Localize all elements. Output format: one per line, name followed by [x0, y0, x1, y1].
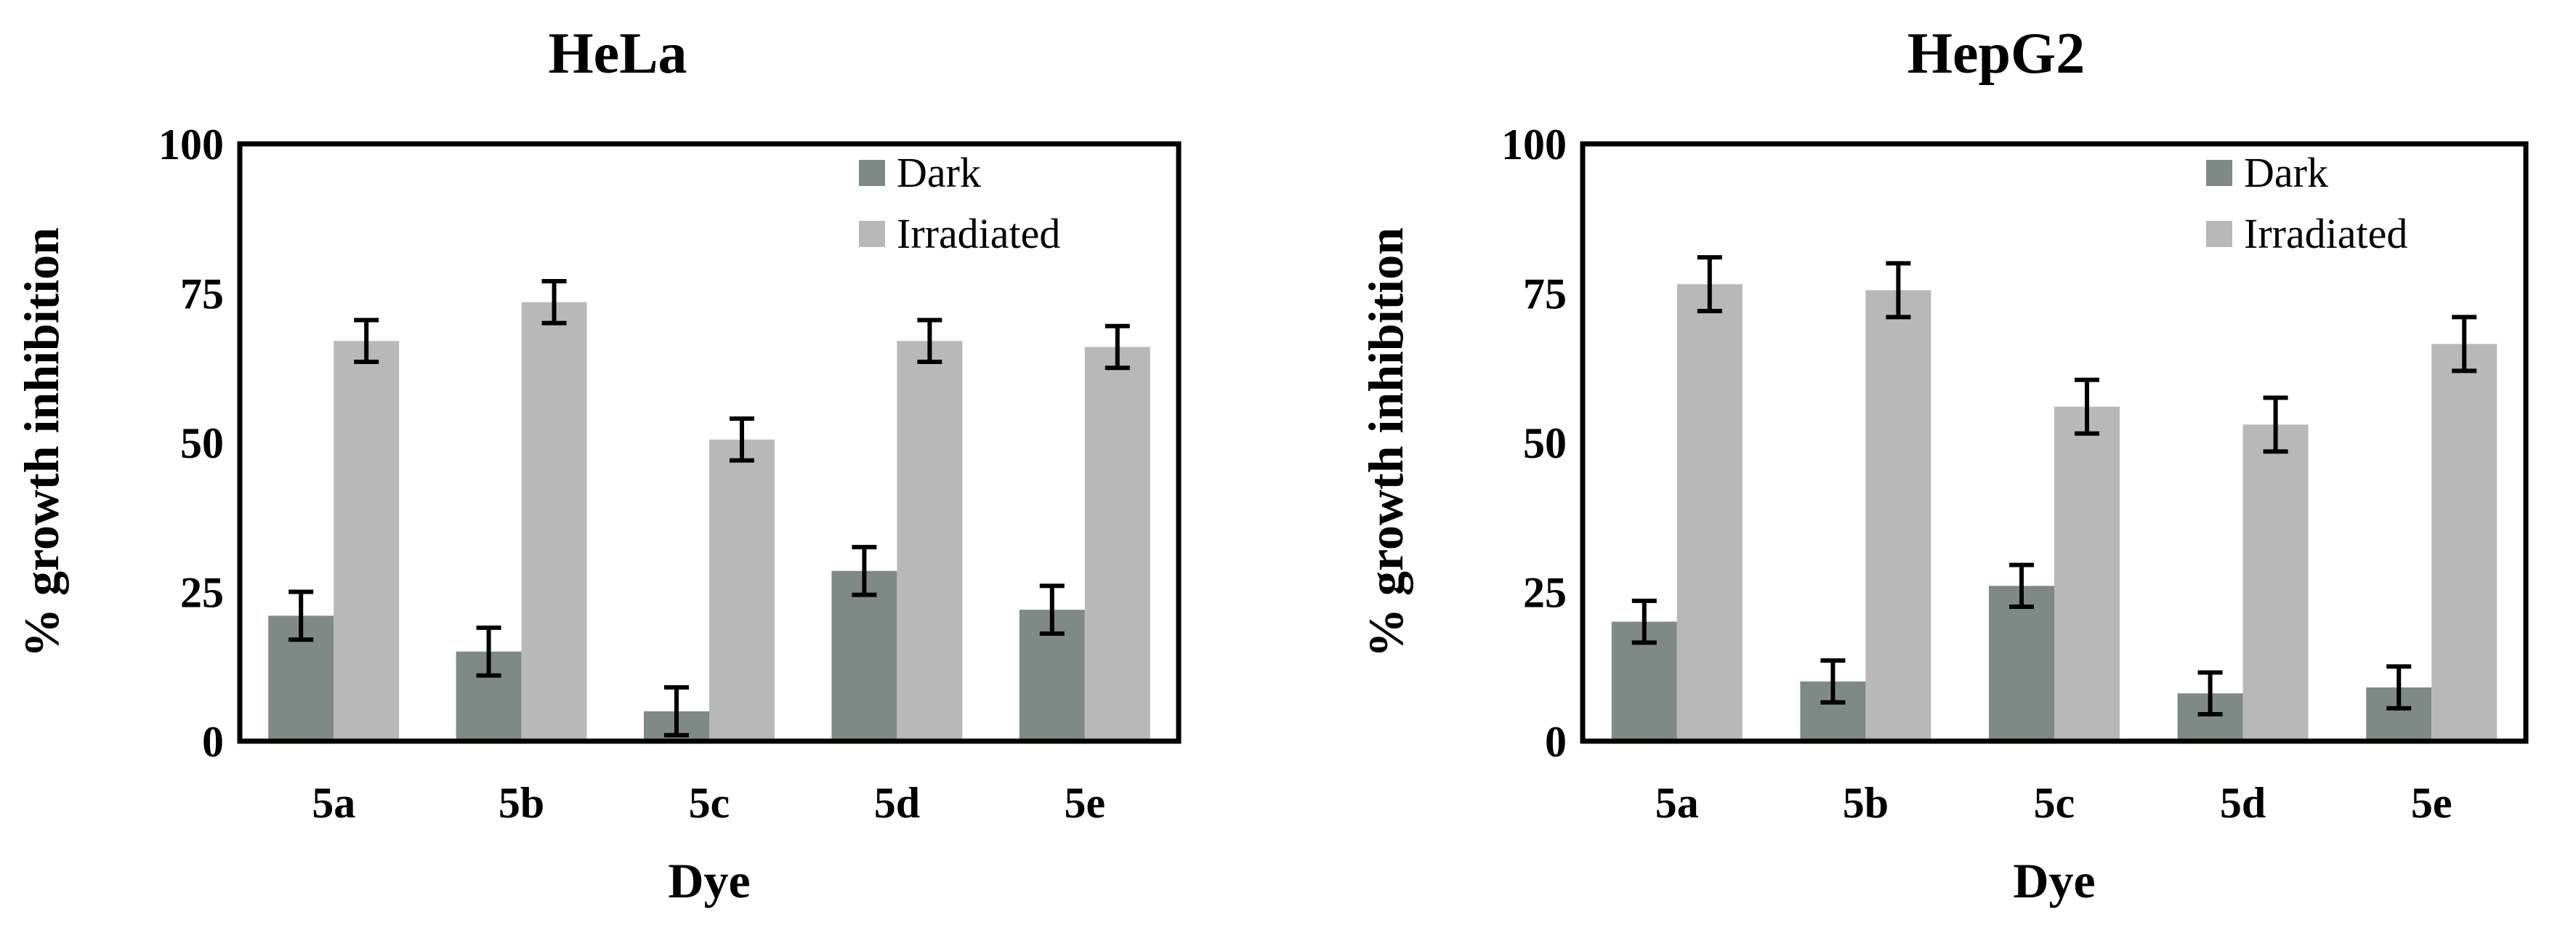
x-tick-label: 5e [1064, 779, 1105, 827]
x-tick-label: 5d [874, 779, 920, 827]
legend-swatch-dark [859, 160, 885, 186]
hepg2-chart: HepG2 % growth inhibition Dye 0 25 50 75 100 5a 5… [1358, 22, 2529, 908]
irradiated-bar [521, 302, 587, 742]
y-tick-label: 50 [1523, 419, 1567, 467]
irradiated-bar [2242, 424, 2309, 741]
legend-swatch-irradiated [2206, 221, 2232, 247]
irradiated-bar [1084, 347, 1150, 742]
x-tick-label: 5b [498, 779, 544, 827]
legend-swatch-irradiated [859, 221, 885, 247]
dark-bar [1989, 586, 2054, 741]
legend-label-dark: Dark [2244, 149, 2328, 196]
irradiated-bar [2431, 344, 2498, 741]
legend-swatch-dark [2206, 160, 2232, 186]
y-tick-label: 50 [180, 419, 224, 467]
x-tick-label: 5c [2034, 779, 2075, 827]
irradiated-bar [334, 341, 400, 741]
x-tick-label: 5d [2220, 779, 2266, 827]
x-tick-label: 5e [2411, 779, 2452, 827]
y-tick-label: 100 [158, 121, 224, 169]
y-tick-label: 0 [1545, 718, 1567, 766]
plot-frame [1580, 141, 2529, 744]
y-axis-label: % growth inhibition [1358, 227, 1413, 658]
hela-chart: HeLa % growth inhibition Dye 0 25 50 75 100 5a 5b… [14, 22, 1182, 908]
x-tick-label: 5a [312, 779, 355, 827]
x-tick-label: 5c [689, 779, 730, 827]
irradiated-bar [1865, 290, 1931, 741]
x-tick-label: 5b [1843, 779, 1889, 827]
x-axis-label: Dye [668, 853, 750, 908]
y-axis-label: % growth inhibition [14, 227, 69, 658]
y-tick-label: 25 [180, 569, 224, 617]
legend-label-dark: Dark [897, 149, 981, 196]
y-tick-label: 75 [180, 270, 224, 318]
dark-bar [831, 570, 897, 741]
irradiated-bar [897, 341, 963, 741]
irradiated-bar [2054, 406, 2120, 741]
y-tick-label: 0 [202, 718, 224, 766]
y-tick-label: 75 [1523, 270, 1567, 318]
chart-title: HepG2 [1907, 22, 2085, 86]
y-tick-label: 25 [1523, 569, 1567, 617]
plot-frame [237, 141, 1182, 744]
legend-label-irradiated: Irradiated [2244, 210, 2407, 257]
chart-title: HeLa [548, 22, 687, 86]
x-axis-label: Dye [2013, 853, 2095, 908]
y-tick-label: 100 [1501, 121, 1567, 169]
x-tick-label: 5a [1655, 779, 1699, 827]
irradiated-bar [709, 439, 775, 741]
irradiated-bar [1676, 284, 1743, 741]
legend-label-irradiated: Irradiated [897, 210, 1060, 257]
